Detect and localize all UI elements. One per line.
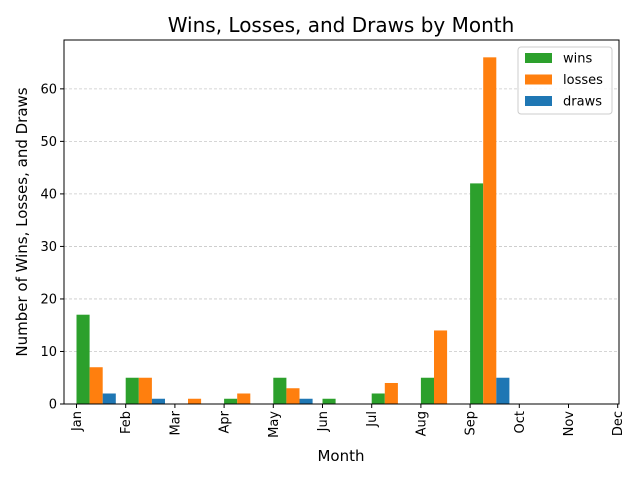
bar-wins-jan bbox=[76, 314, 90, 404]
bar-losses-may bbox=[286, 388, 300, 404]
x-tick-label: Jan bbox=[70, 411, 85, 432]
bar-wins-may bbox=[273, 377, 287, 404]
bar-wins-jul bbox=[371, 393, 385, 404]
y-axis-label: Number of Wins, Losses, and Draws bbox=[13, 87, 31, 356]
x-tick-label: May bbox=[267, 411, 282, 438]
bar-draws-sep bbox=[496, 377, 510, 404]
x-tick-label: Nov bbox=[562, 411, 577, 437]
legend: wins losses draws bbox=[517, 46, 613, 115]
bar-losses-jul bbox=[384, 382, 398, 404]
bar-draws-jan bbox=[102, 393, 116, 404]
plot-area-frame bbox=[63, 39, 620, 405]
x-axis-label: Month bbox=[317, 447, 364, 465]
bars bbox=[76, 57, 510, 404]
bar-losses-mar bbox=[188, 398, 202, 404]
y-tick-label: 20 bbox=[40, 292, 57, 307]
bar-losses-jan bbox=[89, 367, 103, 404]
y-tick-label: 0 bbox=[49, 398, 57, 413]
bar-draws-may bbox=[299, 398, 313, 404]
x-tick-label: Jul bbox=[365, 411, 380, 428]
y-tick-label: 30 bbox=[40, 240, 57, 255]
x-tick-label: Dec bbox=[611, 411, 626, 436]
y-tick-label: 10 bbox=[40, 345, 57, 360]
x-axis-ticks: Jan Feb Mar Apr May Jun Jul Aug Sep Oct Nov Dec bbox=[70, 404, 626, 438]
x-tick-label: Oct bbox=[513, 411, 528, 433]
bar-wins-apr bbox=[224, 398, 238, 404]
y-tick-label: 40 bbox=[40, 187, 57, 202]
x-tick-label: Feb bbox=[119, 411, 134, 434]
legend-label-draws: draws bbox=[563, 95, 602, 110]
x-tick-label: Mar bbox=[168, 410, 183, 435]
bar-losses-apr bbox=[237, 393, 251, 404]
legend-label-losses: losses bbox=[563, 73, 603, 88]
bar-losses-feb bbox=[138, 377, 152, 404]
bar-wins-aug bbox=[420, 377, 434, 404]
x-tick-label: Aug bbox=[414, 411, 429, 436]
bar-wins-feb bbox=[125, 377, 139, 404]
bar-wins-jun bbox=[322, 398, 336, 404]
legend-swatch-wins bbox=[525, 53, 552, 63]
bar-draws-feb bbox=[151, 398, 165, 404]
bar-wins-sep bbox=[470, 183, 484, 404]
x-tick-label: Apr bbox=[218, 410, 233, 433]
y-axis-ticks: 0 10 20 30 40 50 60 bbox=[40, 82, 64, 413]
legend-swatch-draws bbox=[525, 96, 552, 106]
y-tick-label: 50 bbox=[40, 135, 57, 150]
bar-losses-sep bbox=[483, 57, 497, 404]
y-tick-label: 60 bbox=[40, 82, 57, 97]
chart-title: Wins, Losses, and Draws by Month bbox=[168, 13, 515, 37]
legend-swatch-losses bbox=[525, 74, 552, 85]
x-tick-label: Jun bbox=[316, 411, 331, 432]
x-tick-label: Sep bbox=[464, 411, 479, 436]
legend-label-wins: wins bbox=[563, 52, 592, 67]
bar-losses-aug bbox=[434, 330, 448, 404]
